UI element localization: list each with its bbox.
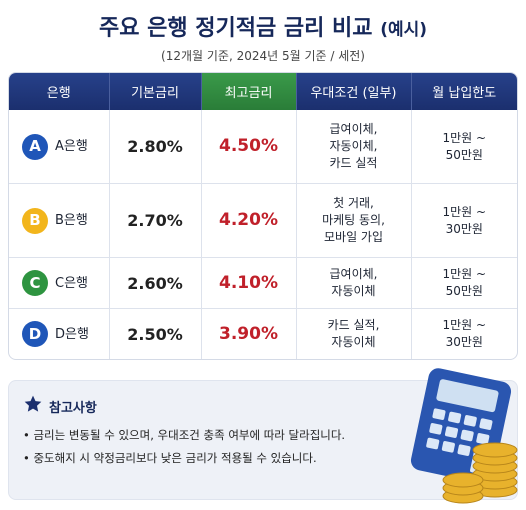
- condition-line: 첫 거래,: [333, 196, 374, 211]
- base-rate: 2.50%: [109, 308, 202, 359]
- base-rate: 2.80%: [109, 110, 202, 185]
- note-text: 금리는 변동될 수 있으며, 우대조건 충족 여부에 따라 달라집니다.: [33, 428, 346, 442]
- column-header: 최고금리: [201, 73, 297, 110]
- bank-name: B은행: [55, 213, 88, 229]
- subtitle: (12개월 기준, 2024년 5월 기준 / 세전): [161, 49, 365, 63]
- bank-name: D은행: [55, 326, 89, 342]
- condition-line: 마케팅 동의,: [322, 213, 385, 228]
- bank-badge: C: [22, 270, 48, 297]
- condition-line: 급여이체,: [329, 122, 378, 137]
- header-row: 은행 기본금리 최고금리 우대조건 (일부) 월 납입한도: [9, 73, 517, 110]
- bullet: •: [23, 451, 34, 465]
- table-body: A A은행 2.80% 4.50% 급여이체, 자동이체, 카드 실적 1만원 ~ 50만원 B B…: [9, 110, 517, 359]
- note-text: 중도해지 시 약정금리보다 낮은 금리가 적용될 수 있습니다.: [33, 451, 317, 465]
- title-text: 주요 은행 정기적금 금리 비교: [98, 16, 373, 41]
- limit-cell: 1만원 ~ 50만원: [411, 257, 517, 310]
- column-header: 월 납입한도: [411, 73, 517, 110]
- bank-cell: A A은행: [9, 110, 110, 185]
- column-header: 우대조건 (일부): [296, 73, 412, 110]
- table: 은행 기본금리 최고금리 우대조건 (일부) 월 납입한도 A A은행 2.80% 4.50%…: [8, 72, 518, 360]
- rate-table: 은행 기본금리 최고금리 우대조건 (일부) 월 납입한도 A A은행 2.80% 4.50%…: [9, 73, 517, 359]
- condition-line: 급여이체,: [329, 267, 378, 282]
- condition-line: 모바일 가입: [323, 230, 383, 245]
- limit-cell: 1만원 ~ 30만원: [411, 183, 517, 259]
- note-item: • 금리는 변동될 수 있으며, 우대조건 충족 여부에 따라 달라집니다.: [23, 427, 345, 443]
- base-rate: 2.70%: [109, 183, 202, 259]
- conditions-cell: 첫 거래, 마케팅 동의, 모바일 가입: [296, 183, 412, 259]
- calculator-illustration: [410, 368, 518, 504]
- condition-line: 자동이체,: [329, 139, 378, 154]
- condition-line: 자동이체: [331, 335, 376, 350]
- bank-cell: D D은행: [9, 308, 110, 359]
- title-suffix: (예시): [380, 20, 428, 40]
- limit-cell: 1만원 ~ 50만원: [411, 110, 517, 185]
- bank-name: A은행: [55, 139, 88, 155]
- conditions-cell: 급여이체, 자동이체: [296, 257, 412, 310]
- bank-badge: A: [22, 133, 48, 160]
- table-row: A A은행 2.80% 4.50% 급여이체, 자동이체, 카드 실적 1만원 ~ 50만원: [9, 110, 517, 185]
- limit-line: 1만원 ~: [442, 130, 487, 145]
- conditions-cell: 카드 실적, 자동이체: [296, 308, 412, 359]
- bank-badge: B: [22, 207, 48, 234]
- bank-cell: B B은행: [9, 183, 110, 259]
- conditions-cell: 급여이체, 자동이체, 카드 실적: [296, 110, 412, 185]
- limit-line: 30만원: [445, 335, 483, 350]
- limit-line: 30만원: [445, 221, 483, 236]
- bank: D D은행: [10, 321, 108, 348]
- bank-name: C은행: [55, 275, 88, 291]
- base-rate: 2.60%: [109, 257, 202, 310]
- bank-cell: C C은행: [9, 257, 110, 310]
- max-rate: 4.20%: [201, 183, 297, 259]
- table-row: D D은행 2.50% 3.90% 카드 실적, 자동이체 1만원 ~ 30만원: [9, 308, 517, 359]
- limit-line: 50만원: [445, 147, 483, 162]
- bank: C C은행: [10, 270, 108, 297]
- bank-badge: D: [22, 321, 48, 348]
- condition-line: 자동이체: [331, 284, 376, 299]
- bank: A A은행: [10, 133, 108, 160]
- limit-line: 50만원: [445, 284, 483, 299]
- bullet: •: [23, 428, 34, 442]
- notes-title: 참고사항: [49, 401, 97, 416]
- limit-line: 1만원 ~: [442, 267, 487, 282]
- bank: B B은행: [10, 207, 108, 234]
- star-icon: [24, 395, 42, 412]
- table-row: B B은행 2.70% 4.20% 첫 거래, 마케팅 동의, 모바일 가입 1만원 ~ 30만…: [9, 183, 517, 259]
- max-rate: 4.10%: [201, 257, 297, 310]
- limit-cell: 1만원 ~ 30만원: [411, 309, 517, 359]
- limit-line: 1만원 ~: [442, 204, 487, 219]
- table-row: C C은행 2.60% 4.10% 급여이체, 자동이체 1만원 ~ 50만원: [9, 257, 517, 310]
- note-item: • 중도해지 시 약정금리보다 낮은 금리가 적용될 수 있습니다.: [23, 450, 317, 466]
- max-rate: 4.50%: [201, 110, 297, 185]
- max-rate: 3.90%: [201, 308, 297, 359]
- title: 주요 은행 정기적금 금리 비교 (예시): [0, 10, 526, 42]
- column-header: 기본금리: [109, 73, 202, 110]
- condition-line: 카드 실적,: [327, 318, 380, 333]
- limit-line: 1만원 ~: [442, 318, 487, 333]
- condition-line: 카드 실적: [329, 156, 378, 171]
- column-header: 은행: [9, 73, 110, 110]
